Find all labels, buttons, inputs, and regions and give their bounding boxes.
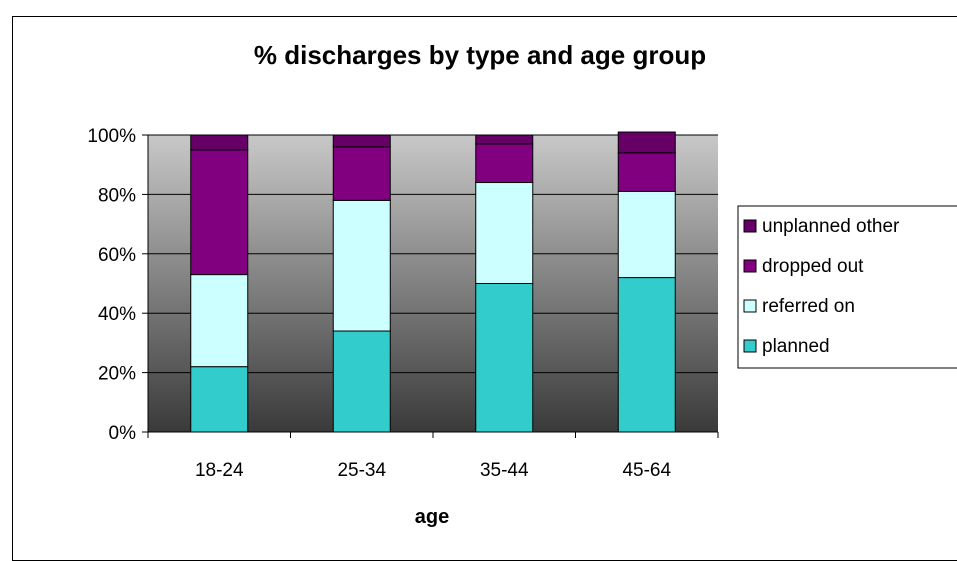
legend-label: referred on	[762, 296, 855, 317]
x-tick-label: 45-64	[622, 460, 671, 481]
legend-swatch	[743, 219, 757, 233]
bars	[190, 131, 676, 433]
y-tick-label: 80%	[98, 185, 136, 206]
legend: unplanned other dropped out referred on pla…	[737, 205, 957, 369]
bar-segment-referred-on	[190, 274, 249, 368]
x-tick-label: 35-44	[480, 460, 529, 481]
legend-box	[737, 205, 957, 369]
y-tick-label: 100%	[87, 126, 136, 147]
x-tick-label: 18-24	[195, 460, 244, 481]
bar-segment-unplanned-other	[332, 134, 391, 148]
chart-title: % discharges by type and age group	[254, 40, 706, 70]
y-tick-label: 60%	[98, 245, 136, 266]
x-axis-label: age	[415, 506, 449, 528]
bar-segment-planned	[332, 330, 391, 433]
legend-label: unplanned other	[762, 216, 900, 237]
bar-segment-referred-on	[475, 182, 534, 285]
bar-segment-unplanned-other	[475, 134, 534, 145]
x-tick-label: 25-34	[337, 460, 386, 481]
bar-segment-referred-on	[332, 199, 391, 332]
bar-segment-dropped-out	[332, 146, 391, 201]
y-tick-label: 20%	[98, 364, 136, 385]
x-axis-ticks: 18-24 25-34 35-44 45-64	[147, 432, 719, 481]
y-tick-label: 0%	[109, 423, 137, 444]
legend-swatch	[743, 259, 757, 273]
bar-segment-dropped-out	[617, 152, 676, 192]
legend-swatch	[743, 339, 757, 353]
legend-label: dropped out	[762, 256, 864, 277]
legend-label: planned	[762, 336, 830, 357]
bar-segment-planned	[617, 277, 676, 433]
y-axis-ticks: 0% 20% 40% 60% 80% 100%	[87, 126, 148, 444]
bar-segment-dropped-out	[475, 143, 534, 184]
bar-segment-dropped-out	[190, 149, 249, 276]
legend-swatch	[743, 299, 757, 313]
bar-segment-unplanned-other	[190, 134, 249, 151]
y-tick-label: 40%	[98, 304, 136, 325]
bar-segment-planned	[190, 366, 249, 433]
bar-segment-referred-on	[617, 190, 676, 279]
bar-segment-planned	[475, 283, 534, 433]
bar-segment-unplanned-other	[617, 131, 676, 154]
